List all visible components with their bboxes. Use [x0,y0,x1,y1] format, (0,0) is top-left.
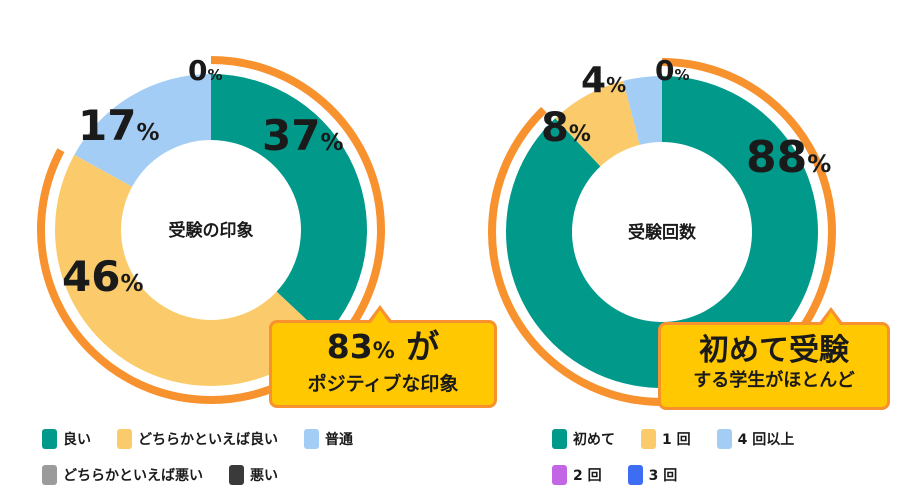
callout-subtext: する学生がほとんど [693,370,855,391]
donut-slice-3 [623,76,662,145]
legend-label: どちらかといえば良い [138,432,278,448]
legend-swatch [552,429,567,449]
callout-headline: 83% が [326,327,440,366]
highlight-arc [37,148,301,404]
legend-label: 良い [63,432,91,448]
legend-label: 2 回 [573,468,602,484]
value-label-4: 0% [655,54,690,87]
callout-tail-fill [822,312,840,325]
donut-center-label: 受験の印象 [169,220,254,241]
callout-subtext: ポジティブな印象 [307,373,459,395]
legend-label: 3 回 [648,468,678,484]
legend-swatch [229,465,244,485]
legend-label: 1 回 [662,432,691,448]
legend-item-somewhat-good: どちらかといえば良い [117,429,278,449]
legend-swatch [42,429,57,449]
value-label-1: 37% [262,111,344,160]
callout-tail-fill [371,310,389,323]
callout-positive-impression: 83% が ポジティブな印象 [269,305,497,408]
legend-item-bad: 悪い [229,465,278,485]
value-label-2: 46% [62,252,144,301]
donut-slice-1 [211,74,367,337]
highlight-arc [488,106,728,406]
legend-item-twice: 2 回 [552,465,602,485]
legend-label: 普通 [325,432,353,448]
donut-slice-1 [506,76,818,388]
legend-exam-count: 初めて 1 回 4 回以上 2 回 3 回 [552,428,820,500]
callout-first-time: 初めて受験 する学生がほとんど [658,307,890,410]
legend-item-once: 1 回 [641,429,691,449]
donut-slice-2 [555,80,640,167]
donut-slice-2 [55,154,325,386]
legend-swatch [304,429,319,449]
legend-impression: 良い どちらかといえば良い 普通 どちらかといえば悪い 悪い [42,428,379,500]
legend-swatch [627,465,643,485]
donut-center-label: 受験回数 [628,222,697,243]
legend-label: どちらかといえば悪い [63,468,203,484]
value-label-3: 4% [581,60,626,101]
legend-item-normal: 普通 [304,429,353,449]
value-label-1: 88% [746,132,831,183]
legend-label: 4 回以上 [737,432,795,448]
legend-item-good: 良い [42,429,91,449]
legend-label: 初めて [573,432,615,448]
legend-swatch [552,465,567,485]
legend-item-first-time: 初めて [552,429,615,449]
legend-item-somewhat-bad: どちらかといえば悪い [42,465,203,485]
legend-swatch [716,429,732,449]
donut-slice-3 [74,74,211,187]
legend-swatch [641,429,656,449]
legend-label: 悪い [250,468,278,484]
legend-swatch [117,429,132,449]
legend-item-three-times: 3 回 [627,465,678,485]
callout-headline: 初めて受験 [699,333,849,368]
legend-swatch [42,465,57,485]
legend-item-four-plus: 4 回以上 [716,429,795,449]
